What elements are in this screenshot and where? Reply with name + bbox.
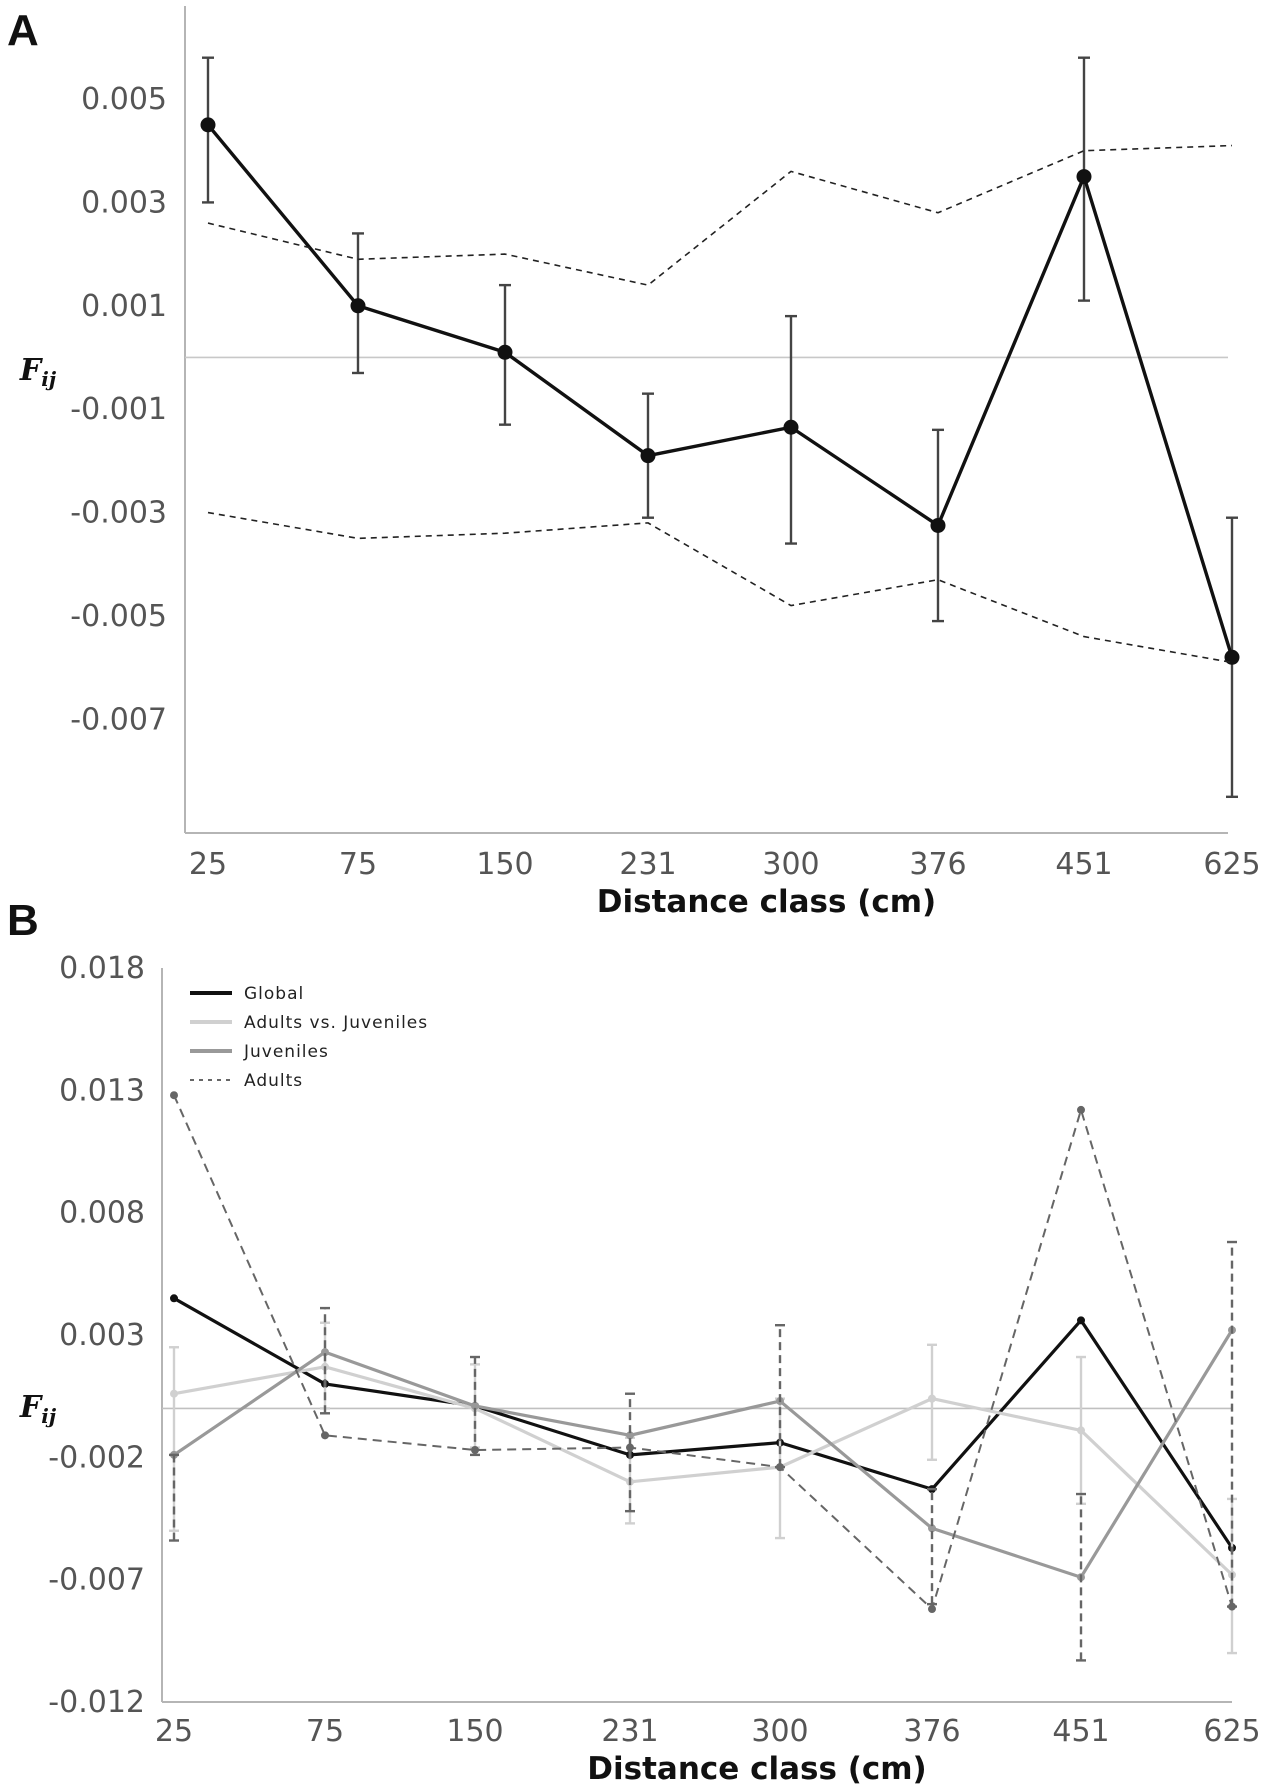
- data-point: [1224, 649, 1240, 665]
- data-point: [930, 517, 946, 533]
- data-point: [321, 1348, 329, 1357]
- x-tick-label: 300: [751, 1714, 808, 1749]
- series-line: [173, 1296, 1234, 1549]
- series-lower-95-ci: [207, 511, 1233, 664]
- data-point: [321, 1431, 329, 1440]
- panel-a-chart: A 0.005 0.003 0.001 -0.001 -0.003 -0.005 -0.007…: [7, 6, 1261, 920]
- y-axis-label-main: F: [19, 1390, 44, 1425]
- data-point: [640, 448, 656, 464]
- x-tick-label: 376: [909, 847, 966, 882]
- data-point: [170, 1091, 178, 1100]
- x-axis-label: Distance class (cm): [597, 884, 936, 920]
- y-tick-label: -0.003: [70, 496, 167, 531]
- data-point: [1077, 1316, 1085, 1325]
- data-point: [928, 1394, 936, 1403]
- x-tick-label: 451: [1052, 1714, 1109, 1749]
- data-point: [783, 419, 799, 435]
- data-point: [471, 1445, 479, 1454]
- x-tick-label: 150: [446, 1714, 503, 1749]
- x-tick-label: 625: [1203, 1714, 1260, 1749]
- series-global: [170, 1294, 1236, 1552]
- data-point: [1077, 1105, 1085, 1114]
- panel-b-chart: B 0.018 0.013 0.008 0.003 -0.002 -0.007 -0.012 2…: [7, 896, 1261, 1787]
- y-axis-label: Fij: [19, 1390, 57, 1428]
- x-tick-label: 75: [306, 1714, 344, 1749]
- x-tick-label: 451: [1055, 847, 1112, 882]
- series-line: [173, 1365, 1234, 1576]
- data-point: [471, 1401, 479, 1410]
- series-line: [207, 511, 1233, 664]
- y-axis-label-main: F: [19, 353, 44, 388]
- y-tick-label: -0.007: [48, 1563, 145, 1598]
- y-tick-label: 0.005: [81, 82, 167, 117]
- data-point: [1076, 169, 1092, 185]
- x-tick-label: 300: [762, 847, 819, 882]
- data-point: [928, 1524, 936, 1533]
- y-tick-label: 0.003: [81, 185, 167, 220]
- series-upper-95-ci: [207, 144, 1233, 286]
- data-point: [626, 1431, 634, 1440]
- y-tick-label: -0.007: [70, 702, 167, 737]
- data-point: [200, 117, 216, 133]
- legend-label-juveniles: Juveniles: [243, 1042, 329, 1062]
- data-point: [1228, 1602, 1236, 1611]
- series-juveniles: [170, 1326, 1236, 1582]
- x-axis-label: Distance class (cm): [587, 1751, 926, 1787]
- legend: Global Adults vs. Juveniles Juveniles Adult…: [190, 984, 428, 1091]
- data-point: [350, 298, 366, 314]
- panel-label-a: A: [7, 6, 39, 55]
- series-adults: [169, 1091, 1237, 1662]
- data-point: [170, 1294, 178, 1303]
- data-point: [928, 1605, 936, 1614]
- legend-label-global: Global: [244, 984, 304, 1004]
- data-point: [776, 1463, 784, 1472]
- y-tick-label: 0.013: [59, 1073, 145, 1108]
- x-tick-label: 625: [1203, 847, 1260, 882]
- data-point: [1077, 1426, 1085, 1435]
- x-tick-label: 231: [601, 1714, 658, 1749]
- x-tick-label: 150: [476, 847, 533, 882]
- series-fij: [200, 56, 1240, 799]
- series-line: [207, 144, 1233, 286]
- data-point: [170, 1389, 178, 1398]
- series-line: [206, 123, 1234, 658]
- y-tick-label: 0.001: [81, 289, 167, 324]
- series-line: [173, 1329, 1234, 1579]
- data-point: [626, 1443, 634, 1452]
- x-tick-label: 25: [155, 1714, 193, 1749]
- series-line: [173, 1094, 1233, 1611]
- y-tick-label: 0.018: [59, 951, 145, 986]
- y-tick-label: 0.008: [59, 1196, 145, 1231]
- y-tick-label: -0.012: [48, 1685, 145, 1720]
- y-axis-label-subscript: ij: [41, 367, 57, 391]
- y-axis-label: Fij: [19, 353, 57, 391]
- panel-label-b: B: [7, 896, 39, 945]
- x-tick-label: 75: [339, 847, 377, 882]
- x-tick-label: 25: [189, 847, 227, 882]
- y-tick-label: -0.005: [70, 599, 167, 634]
- y-tick-label: 0.003: [59, 1318, 145, 1353]
- x-tick-label: 231: [619, 847, 676, 882]
- x-tick-label: 376: [903, 1714, 960, 1749]
- legend-label-adults: Adults: [244, 1071, 303, 1091]
- y-axis-label-subscript: ij: [41, 1404, 57, 1428]
- y-tick-label: -0.001: [70, 392, 167, 427]
- data-point: [497, 344, 513, 360]
- y-tick-label: -0.002: [48, 1440, 145, 1475]
- legend-label-adults-vs-juveniles: Adults vs. Juveniles: [244, 1013, 428, 1033]
- series-adults-vs-juveniles: [169, 1321, 1237, 1655]
